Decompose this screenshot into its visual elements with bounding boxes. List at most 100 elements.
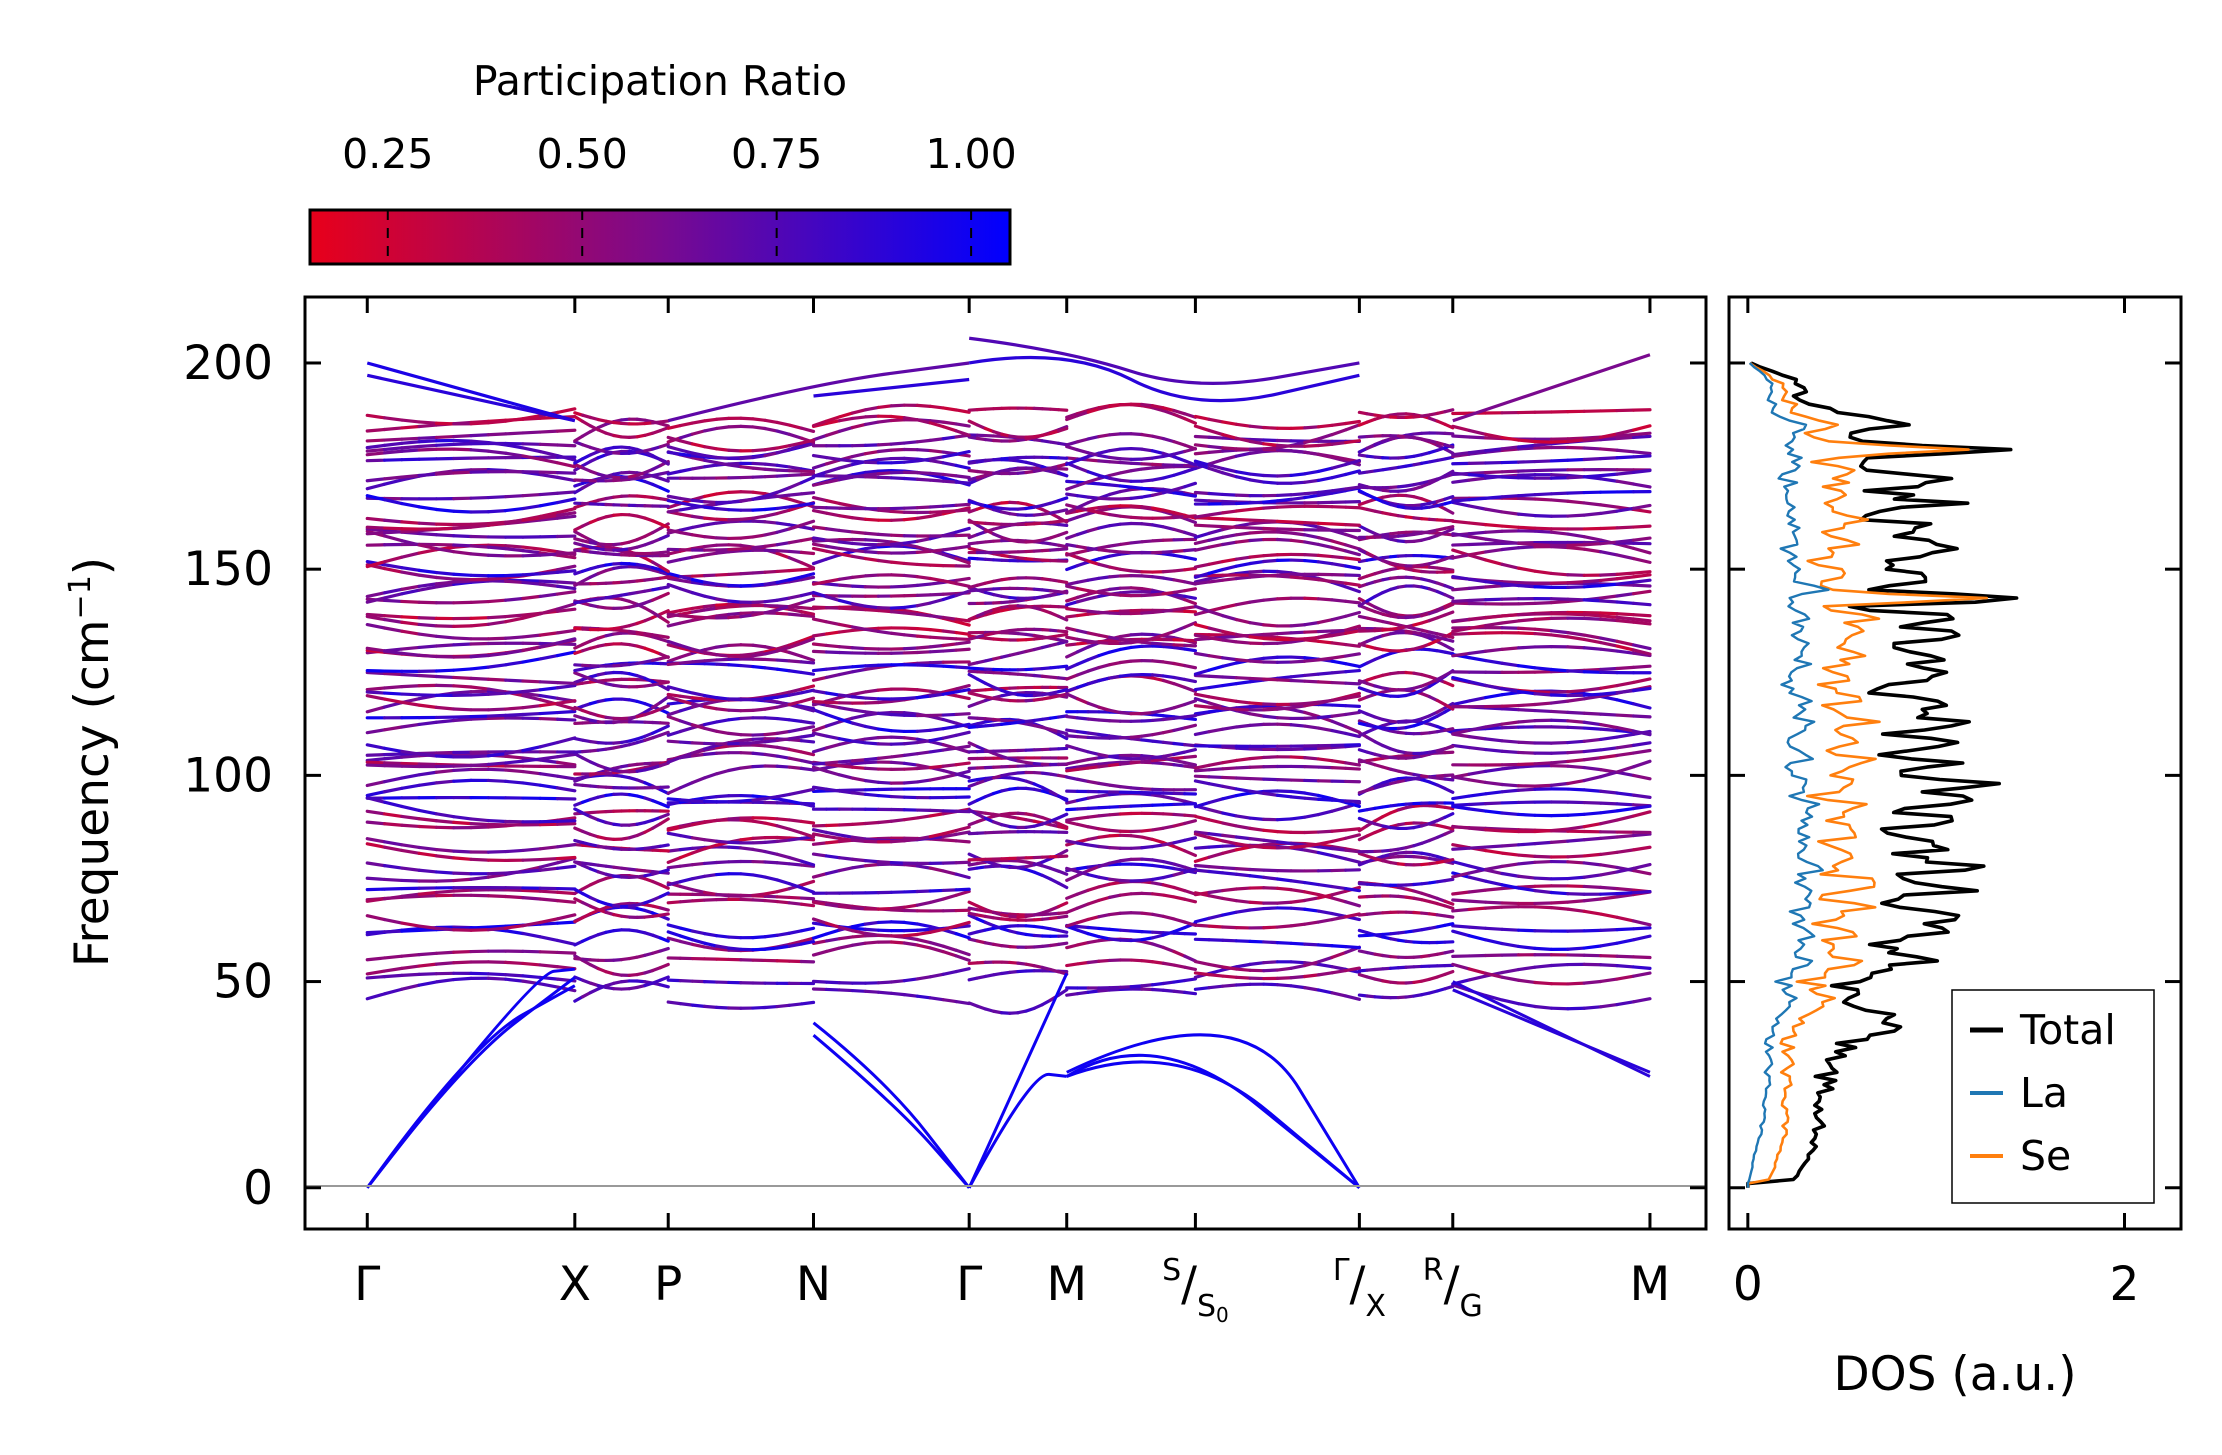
optical-band-segment (1316, 839, 1334, 846)
optical-band-segment (915, 835, 932, 841)
optical-band-segment (1615, 698, 1636, 706)
optical-band-segment (1097, 663, 1112, 670)
optical-band-segment (452, 815, 473, 821)
optical-band-segment (876, 629, 893, 635)
optical-band-segment (1097, 676, 1112, 683)
optical-band-segment (1566, 669, 1586, 674)
optical-band-segment (382, 764, 404, 768)
optical-band-segment (417, 980, 439, 987)
optical-band-segment (1443, 584, 1455, 591)
optical-band-segment (1234, 886, 1252, 891)
optical-band-segment (1631, 583, 1652, 588)
optical-band-segment (1207, 924, 1225, 929)
optical-band-segment (1193, 959, 1211, 967)
optical-band-segment (1484, 658, 1504, 665)
optical-band-segment (902, 608, 919, 615)
optical-band-segment (1161, 860, 1176, 866)
optical-band-segment (1467, 679, 1488, 687)
optical-band-segment (1056, 729, 1069, 736)
optical-band-segment (915, 927, 932, 932)
optical-band-segment (555, 774, 577, 781)
optical-band-segment (1140, 711, 1155, 716)
optical-band-segment (811, 761, 829, 766)
optical-band-segment (763, 698, 779, 704)
optical-band-segment (1086, 717, 1101, 722)
optical-band-segment (1207, 705, 1225, 711)
optical-band-segment (1065, 714, 1080, 720)
optical-band-segment (1108, 987, 1122, 992)
optical-band-segment (666, 900, 682, 905)
optical-band-segment (486, 677, 508, 682)
optical-band-segment (889, 979, 906, 984)
optical-band-segment (365, 694, 387, 701)
optical-band-segment (954, 999, 971, 1006)
optical-band-segment (1172, 661, 1187, 668)
optical-band-segment (751, 737, 767, 741)
optical-band-segment (1451, 617, 1471, 623)
optical-band-segment (954, 746, 971, 754)
optical-band-segment (1631, 971, 1652, 978)
optical-band-segment (1129, 846, 1144, 850)
optical-band-segment (889, 584, 906, 589)
optical-band-segment (1161, 642, 1176, 647)
optical-band-segment (1056, 941, 1069, 946)
optical-band-segment (799, 896, 816, 901)
optical-band-segment (1129, 644, 1144, 650)
optical-band-segment (1451, 631, 1471, 636)
optical-band-segment (1566, 719, 1586, 724)
optical-band-segment (417, 720, 439, 727)
optical-band-segment (666, 582, 682, 591)
optical-band-segment (400, 754, 421, 759)
optical-band-segment (666, 936, 682, 943)
optical-band-segment (1303, 553, 1320, 557)
optical-band-segment (1566, 545, 1586, 551)
optical-band-segment (876, 558, 893, 564)
optical-band-segment (1615, 553, 1636, 561)
optical-band-segment (811, 828, 829, 834)
optical-band-segment (1330, 846, 1348, 852)
optical-band-segment (1234, 531, 1252, 537)
optical-band-segment (775, 658, 791, 663)
optical-band-segment (382, 761, 404, 766)
optical-band-segment (902, 903, 919, 909)
optical-band-segment (678, 979, 695, 983)
optical-band-segment (763, 816, 779, 821)
optical-band-segment (365, 930, 387, 935)
optical-band-segment (1549, 906, 1570, 911)
optical-band-segment (1108, 805, 1122, 809)
optical-band-segment (1140, 857, 1155, 862)
optical-band-segment (787, 593, 804, 600)
optical-band-segment (417, 585, 439, 592)
optical-band-segment (1150, 713, 1165, 718)
optical-band-segment (799, 863, 816, 868)
optical-band-segment (678, 884, 695, 892)
optical-band-segment (1056, 614, 1069, 622)
optical-band-segment (1086, 665, 1101, 673)
optical-band-segment (678, 694, 695, 700)
optical-band-segment (727, 716, 743, 722)
optical-band-segment (1631, 868, 1652, 876)
optical-band-segment (787, 691, 804, 697)
optical-band-segment (1118, 541, 1133, 547)
optical-band-segment (555, 920, 577, 925)
optical-band-segment (1140, 959, 1155, 964)
optical-band-segment (1303, 986, 1320, 992)
optical-band-segment (915, 688, 932, 693)
optical-band-segment (915, 778, 932, 784)
optical-band-segment (824, 595, 842, 603)
optical-band-segment (1566, 631, 1586, 637)
optical-band-segment (1075, 924, 1090, 930)
optical-band-segment (678, 587, 695, 595)
optical-band-segment (763, 666, 779, 671)
optical-band-segment (538, 547, 560, 554)
optical-band-segment (486, 545, 508, 551)
optical-band-segment (715, 947, 731, 952)
optical-band-segment (1065, 685, 1080, 693)
optical-band-segment (902, 633, 919, 638)
optical-band-segment (941, 717, 958, 725)
optical-band-segment (1140, 587, 1155, 592)
optical-band-segment (1065, 807, 1080, 812)
optical-band-segment (889, 560, 906, 566)
optical-band-segment (1161, 660, 1176, 666)
optical-band-segment (915, 739, 932, 745)
